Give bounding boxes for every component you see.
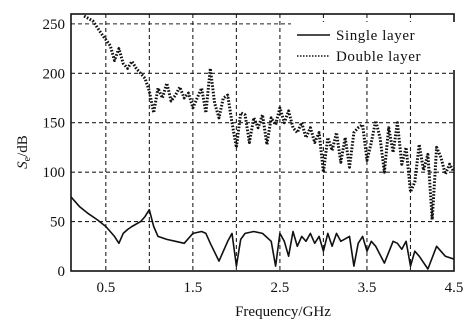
x-axis-title: Frequency/GHz — [235, 304, 331, 320]
y-tick-label: 150 — [43, 116, 66, 132]
x-tick-label: 1.5 — [183, 280, 202, 296]
y-axis-title-sub: e — [22, 156, 33, 161]
x-tick-label: 0.5 — [96, 280, 115, 296]
grid — [71, 14, 454, 271]
y-axis-title-main: S — [15, 161, 31, 169]
y-tick-label: 250 — [43, 17, 66, 33]
legend-label-single-layer: Single layer — [336, 28, 415, 44]
x-ticks: 0.5 1.5 2.5 3.5 4.5 — [96, 280, 463, 296]
legend: Single layer Double layer — [291, 22, 459, 70]
x-tick-label: 2.5 — [271, 280, 290, 296]
legend-box — [291, 22, 459, 70]
series-lines — [71, 14, 454, 270]
plot-frame — [70, 13, 455, 272]
y-ticks: 0 50 100 150 200 250 — [43, 17, 66, 280]
y-tick-label: 50 — [50, 215, 65, 231]
legend-label-double-layer: Double layer — [336, 49, 421, 65]
y-tick-label: 100 — [43, 165, 66, 181]
y-axis-title-unit: /dB — [15, 135, 31, 157]
y-tick-label: 200 — [43, 66, 66, 82]
x-tick-label: 4.5 — [445, 280, 464, 296]
x-tick-label: 3.5 — [358, 280, 377, 296]
series-line-single-layer — [71, 196, 454, 270]
y-tick-label: 0 — [58, 264, 66, 280]
y-axis-title: Se/dB — [15, 135, 33, 169]
